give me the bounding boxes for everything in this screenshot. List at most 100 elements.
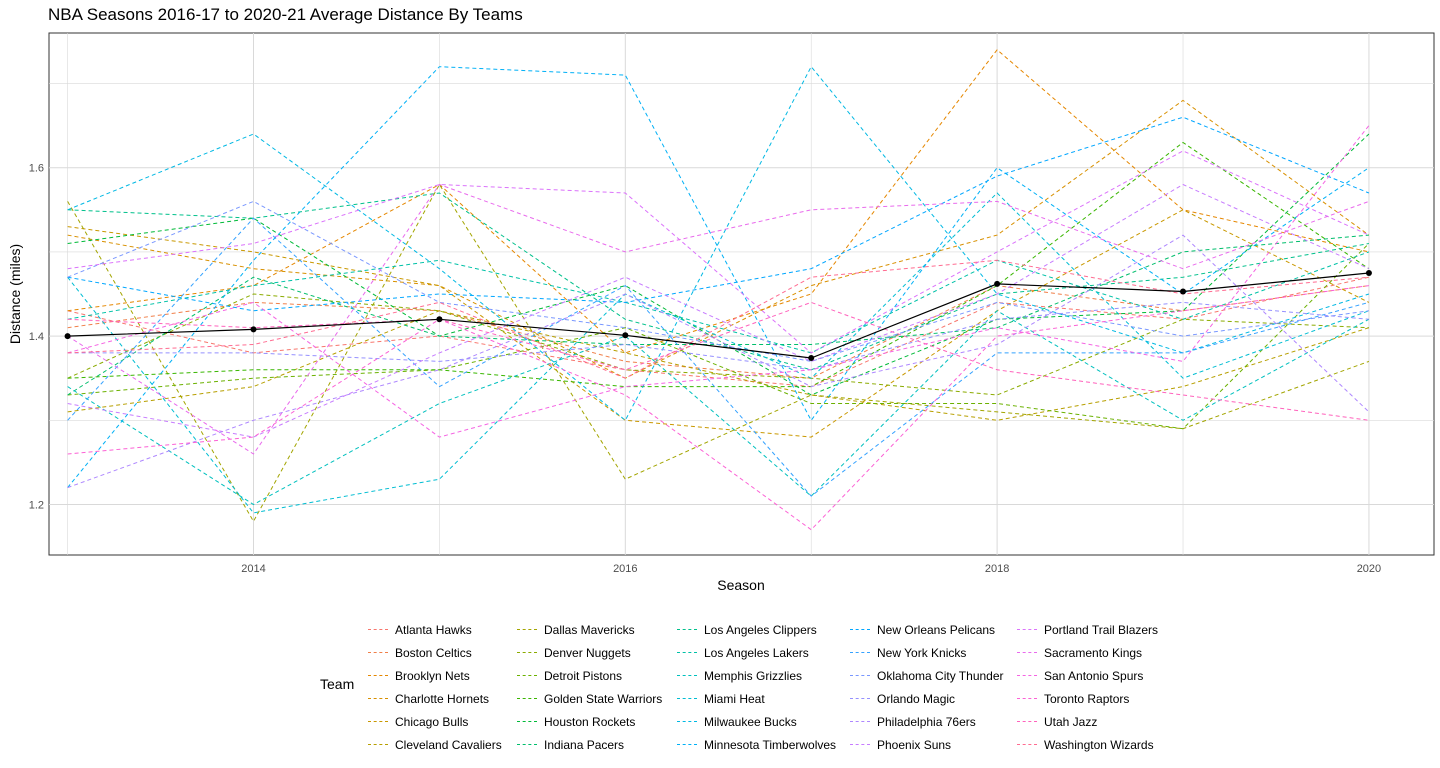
series-line-boston-celtics [67,285,1369,379]
legend-key [850,720,870,723]
legend-label: Milwaukee Bucks [704,714,797,729]
series-line-memphis-grizzlies [67,310,1370,506]
average-line [64,269,1372,361]
series-line-utah-jazz [67,301,1369,421]
legend-label: Portland Trail Blazers [1044,622,1159,637]
series-line-minnesota-timberwolves [67,66,1370,488]
legend-item: Denver Nuggets [517,641,662,664]
series-line-los-angeles-lakers [67,251,1370,354]
legend-key [368,674,388,677]
legend-item: Los Angeles Lakers [677,641,836,664]
legend-item: Brooklyn Nets [368,664,502,687]
legend-label: Washington Wizards [1044,737,1154,752]
legend-item: New Orleans Pelicans [850,618,1004,641]
series-line-miami-heat [67,192,1370,514]
legend-key [1017,651,1037,654]
legend-item: Chicago Bulls [368,710,502,733]
legend-item: Dallas Mavericks [517,618,662,641]
legend-item: Atlanta Hawks [368,618,502,641]
y-tick-label: 1.2 [29,499,44,511]
legend-key [850,743,870,746]
plot-panel [48,32,1435,556]
legend-column: Portland Trail Blazers Sacramento Kings Sa… [1017,618,1158,756]
legend-item: Phoenix Suns [850,733,1004,756]
x-axis-title: Season [717,577,764,593]
legend-key [677,743,697,746]
legend-label: Charlotte Hornets [395,691,490,706]
average-point [808,354,815,361]
legend-label: Minnesota Timberwolves [704,737,837,752]
y-tick-label: 1.6 [29,163,44,175]
legend-label: Houston Rockets [544,714,636,729]
legend-label: Denver Nuggets [544,645,631,660]
legend-key [1017,674,1037,677]
legend-item: Miami Heat [677,687,836,710]
legend-label: Memphis Grizzlies [704,668,803,683]
series-line-washington-wizards [67,259,1369,379]
legend-item: Milwaukee Bucks [677,710,836,733]
legend-label: San Antonio Spurs [1044,668,1144,683]
x-tick-label: 2018 [985,563,1009,575]
x-tick-label: 2014 [241,563,265,575]
series-line-cleveland-cavaliers [67,310,1370,421]
series-line-charlotte-hornets [67,99,1370,379]
legend-label: Cleveland Cavaliers [395,737,502,752]
legend-label: Utah Jazz [1044,714,1098,729]
legend-item: Indiana Pacers [517,733,662,756]
series-line-milwaukee-bucks [67,65,1370,422]
legend-item: Golden State Warriors [517,687,662,710]
chart-title: NBA Seasons 2016-17 to 2020-21 Average D… [48,5,523,24]
legend-item: Utah Jazz [1017,710,1158,733]
legend-key [850,628,870,631]
legend-label: New York Knicks [877,645,967,660]
legend-key [850,697,870,700]
legend-key [517,743,537,746]
legend-key [850,651,870,654]
legend-key [517,720,537,723]
legend-label: Sacramento Kings [1044,645,1143,660]
series-line-portland-trail-blazers [67,150,1370,354]
legend-key [677,674,697,677]
average-point [994,280,1001,287]
legend-item: Los Angeles Clippers [677,618,836,641]
legend-column: Atlanta Hawks Boston Celtics Brooklyn Nets… [368,618,502,756]
legend-key [677,628,697,631]
legend-item: Charlotte Hornets [368,687,502,710]
legend-key [1017,743,1037,746]
legend-column: Dallas Mavericks Denver Nuggets Detroit Pi… [517,618,662,756]
legend-label: Toronto Raptors [1044,691,1130,706]
legend-key [677,651,697,654]
average-point [250,326,257,333]
y-axis-title: Distance (miles) [7,244,23,344]
legend-item: Boston Celtics [368,641,502,664]
legend-label: Phoenix Suns [877,737,952,752]
legend-item: San Antonio Spurs [1017,664,1158,687]
legend-label: Los Angeles Lakers [704,645,809,660]
average-point [622,332,629,339]
legend-label: Oklahoma City Thunder [877,668,1004,683]
legend-label: Brooklyn Nets [395,668,470,683]
x-tick-label: 2016 [613,563,637,575]
legend-key [850,674,870,677]
legend-key [517,697,537,700]
legend-column: New Orleans Pelicans New York Knicks Oklah… [850,618,1004,756]
legend: Team Atlanta Hawks Boston Celtics Brooklyn… [320,618,1200,758]
legend-item: Toronto Raptors [1017,687,1158,710]
legend-label: Miami Heat [704,691,765,706]
legend-key [368,628,388,631]
series-line-san-antonio-spurs [67,125,1370,438]
legend-label: Indiana Pacers [544,737,625,752]
legend-key [368,651,388,654]
legend-key [517,674,537,677]
series-line-orlando-magic [67,301,1369,371]
legend-label: Detroit Pistons [544,668,623,683]
legend-label: Atlanta Hawks [395,622,472,637]
legend-label: Golden State Warriors [544,691,663,706]
legend-key [677,697,697,700]
legend-label: Orlando Magic [877,691,956,706]
series-line-dallas-mavericks [67,183,1370,523]
series-line-phoenix-suns [67,183,1370,438]
legend-item: Minnesota Timberwolves [677,733,836,756]
legend-label: Boston Celtics [395,645,472,660]
average-point [1365,269,1372,276]
